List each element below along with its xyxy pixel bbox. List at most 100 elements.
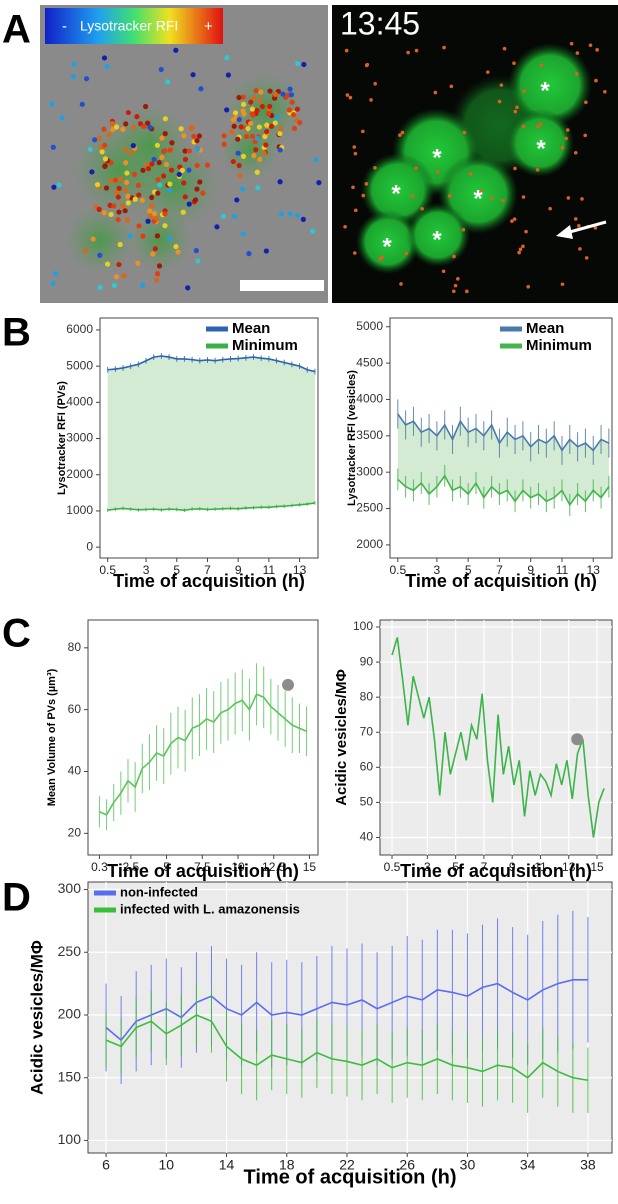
vesicle: [240, 108, 246, 114]
vesicle: [104, 63, 110, 69]
vesicle: [102, 156, 109, 162]
vesicle: [79, 101, 85, 107]
vesicle: [510, 219, 514, 223]
vesicle: [179, 167, 185, 173]
legend-swatch: [206, 326, 228, 332]
cell: [128, 208, 192, 272]
scale-bar: [240, 280, 324, 291]
vesicle: [147, 208, 153, 214]
vesicle: [128, 150, 135, 156]
vesicle: [221, 133, 227, 139]
vesicle: [181, 180, 187, 186]
vesicle: [522, 89, 526, 94]
vesicle: [287, 86, 293, 92]
asterisk: *: [540, 77, 550, 104]
vesicle: [97, 284, 103, 290]
y-tick-label: 4500: [356, 355, 383, 369]
vesicle: [286, 107, 293, 113]
vesicle: [295, 60, 301, 67]
vesicle: [195, 258, 201, 264]
vesicle: [116, 261, 122, 268]
vesicle: [253, 147, 259, 153]
series-line: [105, 979, 588, 1042]
vesicle: [191, 133, 197, 139]
vesicle: [125, 109, 132, 116]
y-tick-label: 200: [58, 1006, 82, 1022]
vesicle: [154, 271, 161, 277]
x-axis-title: Time of acquisition (h): [244, 1166, 457, 1188]
vesicle: [566, 196, 571, 200]
vesicle: [253, 87, 259, 94]
x-tick-label: 3: [424, 860, 431, 874]
vesicle: [194, 162, 200, 169]
vesicle: [240, 153, 247, 159]
vesicle: [348, 95, 353, 100]
vesicle: [167, 147, 173, 153]
vesicle: [264, 122, 270, 128]
asterisk: *: [432, 144, 442, 171]
vesicle: [294, 106, 301, 112]
vesicle: [147, 213, 154, 219]
vesicle: [101, 126, 107, 132]
y-tick-label: 3500: [356, 428, 383, 442]
x-tick-label: 0.5: [389, 563, 406, 577]
vesicle: [521, 244, 525, 249]
vesicle: [353, 151, 358, 156]
vesicle: [235, 150, 241, 156]
vesicle: [535, 168, 540, 172]
asterisk: *: [391, 180, 401, 207]
vesicle: [538, 122, 543, 127]
y-tick-label: 300: [58, 880, 82, 896]
x-tick-label: 11: [534, 860, 547, 874]
series-line: [397, 413, 610, 452]
vesicle: [485, 70, 490, 74]
x-tick-label: 5: [173, 563, 180, 577]
x-tick-label: 15: [303, 860, 317, 874]
vesicle: [188, 125, 194, 131]
y-tick-label: 2000: [356, 537, 383, 551]
image-content: [49, 47, 322, 291]
vesicle: [158, 66, 164, 73]
y-tick-label: 3000: [66, 431, 93, 445]
vesicle: [256, 124, 262, 130]
vesicle: [123, 160, 129, 166]
vesicle: [268, 123, 275, 129]
x-tick-label: 5: [163, 860, 170, 874]
vesicle: [52, 271, 59, 277]
x-tick-label: 9: [527, 563, 534, 577]
colorbar-max: +: [204, 18, 213, 35]
legend-label: Minimum: [232, 337, 298, 354]
cell: [356, 210, 420, 274]
y-tick-label: 60: [68, 702, 82, 716]
vesicle: [343, 224, 347, 229]
vesicle: [595, 48, 599, 52]
vesicle: [234, 197, 240, 203]
x-tick-label: 10: [159, 1157, 175, 1173]
vesicle: [104, 261, 111, 267]
vesicle: [120, 203, 126, 209]
vesicle: [351, 185, 355, 190]
y-tick-label: 150: [58, 1068, 82, 1084]
series-line: [397, 474, 610, 507]
x-tick-label: 13: [562, 860, 576, 874]
vesicle: [122, 208, 128, 214]
vesicle: [576, 224, 581, 228]
vesicle: [524, 229, 528, 234]
vesicle: [501, 198, 505, 203]
vesicle: [56, 182, 62, 188]
vesicle: [301, 61, 307, 68]
vesicle: [246, 251, 252, 257]
vesicle: [115, 194, 121, 200]
vesicle: [264, 128, 270, 135]
vesicle: [365, 62, 370, 67]
x-tick-label: 30: [460, 1157, 476, 1173]
vesicle: [71, 61, 77, 67]
vesicle: [479, 189, 484, 194]
vesicle: [249, 111, 255, 117]
x-tick-label: 7.5: [194, 860, 211, 874]
vesicle: [145, 165, 152, 172]
vesicle: [249, 133, 256, 139]
vesicle: [147, 124, 153, 130]
y-axis-title: Acidic vesicles/MΦ: [333, 669, 350, 806]
vesicle: [135, 182, 142, 188]
